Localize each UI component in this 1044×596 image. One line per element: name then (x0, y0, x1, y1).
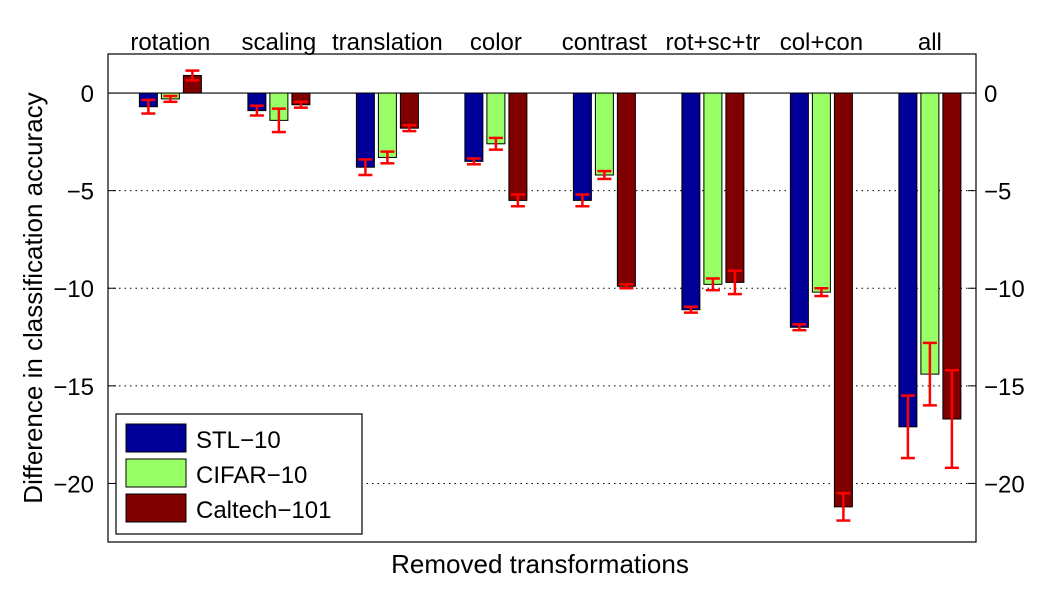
legend: STL−10 CIFAR−10 Caltech−101 (115, 413, 363, 535)
bar (681, 92, 701, 311)
category-label: col+con (780, 29, 863, 56)
bar (486, 92, 506, 145)
bar (616, 92, 636, 287)
category-labels: rotation scaling translation color contrast r… (130, 29, 942, 56)
y-tick-label-left: −5 (67, 179, 94, 206)
legend-label: STL−10 (196, 427, 281, 454)
category-label: rotation (130, 29, 210, 56)
legend-label: Caltech−101 (196, 497, 331, 524)
legend-swatch (125, 493, 187, 523)
category-label: scaling (242, 29, 317, 56)
bar (508, 92, 528, 201)
legend-swatch (125, 423, 187, 453)
bar (920, 92, 940, 375)
y-tick-label-right: −5 (984, 179, 1011, 206)
bar (594, 92, 614, 176)
y-tick-label-right: 0 (984, 81, 997, 108)
bar (789, 92, 809, 328)
plot-frame (107, 53, 977, 543)
bar (399, 92, 419, 129)
category-label: contrast (562, 29, 648, 56)
y-tick-label-left: 0 (81, 81, 94, 108)
y-tick-label-right: −20 (984, 471, 1025, 498)
bar (725, 92, 745, 283)
bar (833, 92, 853, 508)
bar (464, 92, 484, 162)
x-axis-label: Removed transformations (391, 549, 689, 579)
y-axis-label: Difference in classification accuracy (18, 92, 48, 503)
bar (703, 92, 723, 285)
legend-swatch (125, 458, 187, 488)
bar (811, 92, 831, 293)
y-tick-label-left: −10 (53, 276, 94, 303)
bar (355, 92, 375, 168)
y-tick-label-right: −10 (984, 276, 1025, 303)
bar (898, 92, 918, 428)
bar (572, 92, 592, 201)
y-tick-label-left: −20 (53, 471, 94, 498)
category-label: translation (332, 29, 443, 56)
legend-label: CIFAR−10 (196, 462, 307, 489)
bars (138, 74, 962, 508)
category-label: all (918, 29, 942, 56)
category-label: rot+sc+tr (666, 29, 761, 56)
y-tick-label-right: −15 (984, 374, 1025, 401)
axis-ticks: 0 0 −5 −5 −10 −10 −15 −15 −20 −20 (53, 81, 1024, 498)
error-bars (141, 69, 959, 522)
y-tick-label-left: −15 (53, 374, 94, 401)
category-label: color (470, 29, 522, 56)
bar (377, 92, 397, 158)
